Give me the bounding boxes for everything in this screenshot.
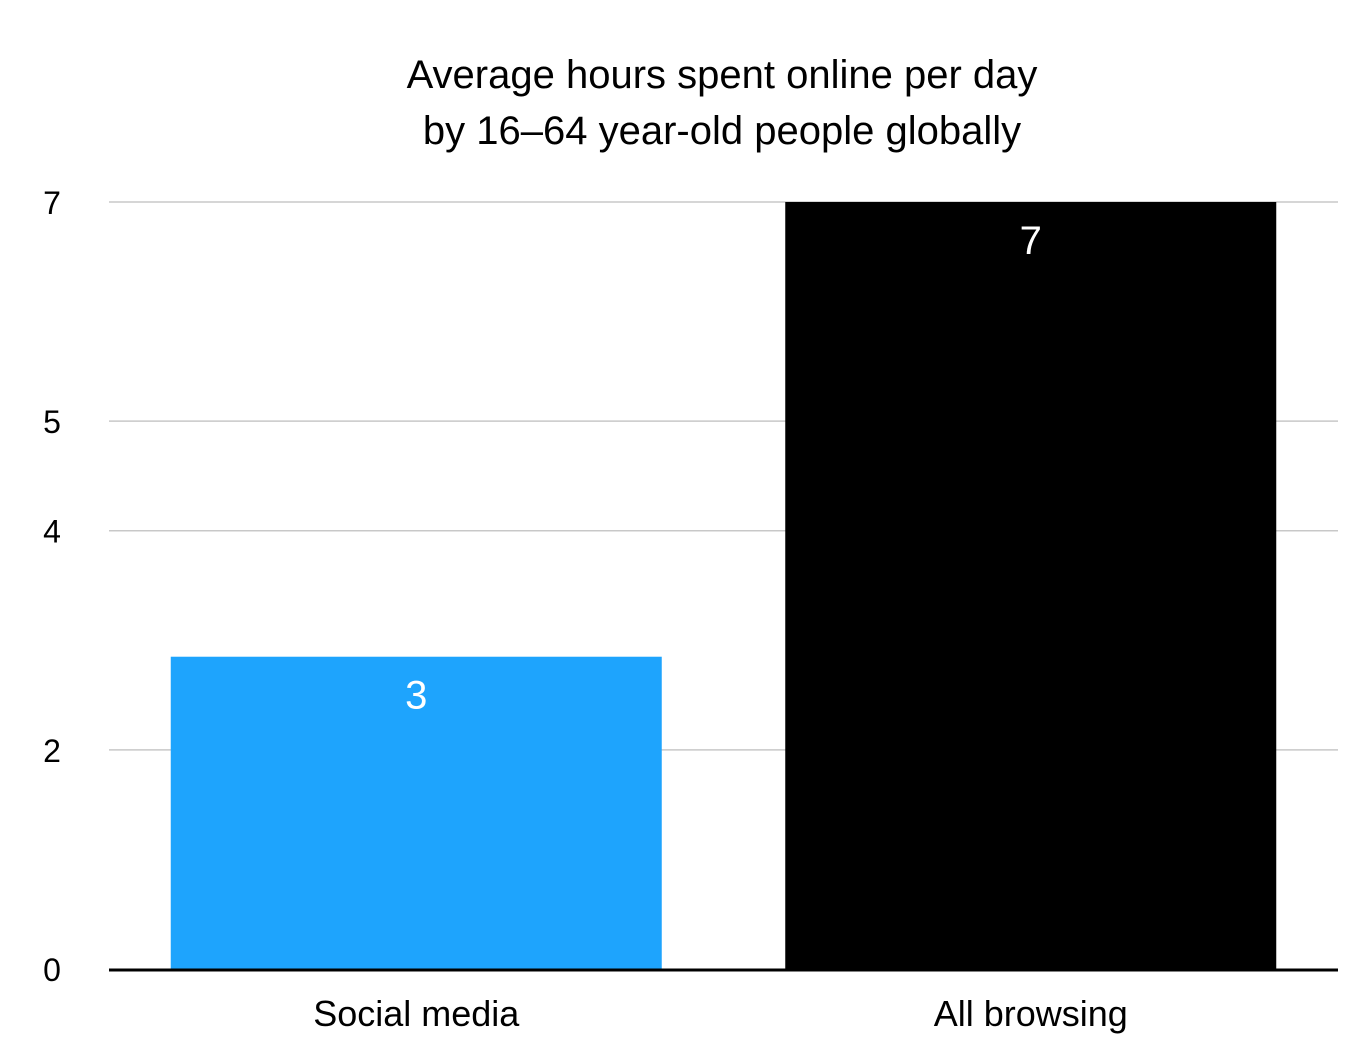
chart-title-line-2: by 16–64 year-old people globally [423,109,1021,153]
y-tick-label-5: 5 [43,404,61,440]
bar-social-media [170,656,662,969]
category-label-social-media: Social media [313,993,520,1034]
value-labels: 37 [405,219,1042,718]
bar-all-browsing [785,202,1277,969]
chart-title: Average hours spent online per day by 16… [407,53,1038,153]
x-axis-category-labels: Social media All browsing [313,993,1128,1034]
value-label-all-browsing: 7 [1020,219,1042,263]
bars [170,202,1277,969]
y-axis-tick-labels: 0 2 4 5 7 [43,185,61,988]
y-tick-label-4: 4 [43,514,61,550]
category-label-all-browsing: All browsing [934,993,1128,1034]
y-tick-label-2: 2 [43,733,61,769]
y-tick-label-7: 7 [43,185,61,221]
value-label-social-media: 3 [405,674,427,718]
chart-title-line-1: Average hours spent online per day [407,53,1038,97]
y-tick-label-0: 0 [43,952,61,988]
